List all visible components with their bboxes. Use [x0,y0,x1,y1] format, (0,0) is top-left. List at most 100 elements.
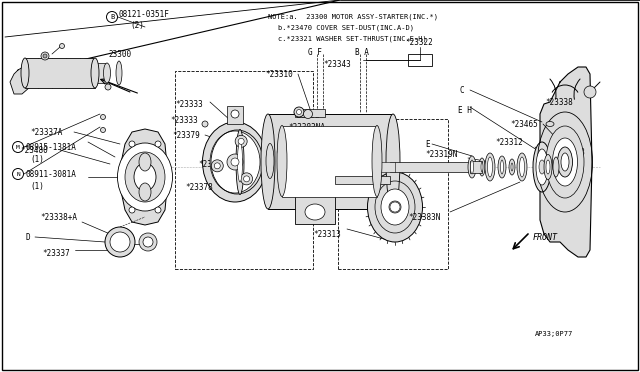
Bar [390,162,470,172]
Bar [295,109,325,117]
Ellipse shape [210,131,260,193]
Ellipse shape [294,107,304,117]
Text: (1): (1) [30,182,44,190]
Text: *23312: *23312 [495,138,523,147]
Ellipse shape [134,163,156,191]
Text: *23343: *23343 [323,60,351,68]
Text: *23337A: *23337A [30,128,62,137]
Ellipse shape [100,128,106,132]
Bar [335,176,390,184]
Circle shape [106,12,118,22]
Text: *23333: *23333 [175,99,203,109]
Bar [25,58,95,88]
Text: *23337: *23337 [42,250,70,259]
Ellipse shape [367,172,422,242]
Ellipse shape [105,227,135,257]
Ellipse shape [533,142,551,192]
Bar [95,63,107,83]
Circle shape [13,141,24,153]
Text: c.*23321 WASHER SET-THRUST(INC.E-H): c.*23321 WASHER SET-THRUST(INC.E-H) [278,36,427,42]
Text: 08911-3081A: 08911-3081A [25,170,76,179]
Ellipse shape [536,149,548,185]
Bar [408,54,432,66]
Ellipse shape [488,157,493,177]
Ellipse shape [139,233,157,251]
Circle shape [105,84,111,90]
Text: C: C [460,86,465,94]
Text: *23338: *23338 [545,97,573,106]
Text: *23313M: *23313M [310,135,342,144]
Circle shape [227,154,243,170]
Circle shape [307,110,313,116]
Circle shape [211,160,223,172]
Text: B A: B A [355,48,369,57]
Circle shape [231,110,239,118]
Circle shape [60,44,65,48]
Ellipse shape [21,58,29,88]
Ellipse shape [372,125,382,196]
Bar [175,71,313,269]
Text: N: N [16,171,20,176]
Ellipse shape [125,152,165,202]
Circle shape [238,138,244,144]
Text: *23319NA: *23319NA [275,150,312,158]
Ellipse shape [509,159,515,175]
Ellipse shape [561,153,569,171]
Text: *23333: *23333 [170,115,198,125]
Text: *23383NA: *23383NA [288,122,325,131]
Ellipse shape [552,138,577,186]
Ellipse shape [468,156,476,178]
Bar [227,106,243,124]
Circle shape [155,141,161,147]
Circle shape [43,54,47,58]
Ellipse shape [104,63,111,83]
Text: 08915-1381A: 08915-1381A [25,142,76,151]
Text: *23357: *23357 [345,167,372,176]
Ellipse shape [479,158,485,176]
Text: *23310: *23310 [265,70,292,78]
Circle shape [231,158,239,166]
Ellipse shape [237,142,243,182]
Ellipse shape [546,160,550,174]
Ellipse shape [110,232,130,252]
Ellipse shape [553,157,559,177]
Ellipse shape [91,58,99,88]
Ellipse shape [261,114,275,209]
Circle shape [390,202,400,212]
Ellipse shape [481,162,483,172]
Circle shape [235,135,247,147]
Text: FRONT: FRONT [533,232,558,241]
Bar [470,161,482,173]
Circle shape [241,173,253,185]
Text: *23319N: *23319N [425,150,458,158]
Circle shape [214,163,220,169]
Polygon shape [540,67,592,257]
Ellipse shape [546,122,554,126]
Ellipse shape [100,115,106,119]
Circle shape [202,121,208,127]
Text: B: B [110,14,114,20]
Text: *23322: *23322 [405,38,433,46]
Polygon shape [10,64,32,94]
Text: 08121-0351F: 08121-0351F [118,10,169,19]
Text: (1): (1) [30,154,44,164]
Circle shape [155,207,161,213]
Circle shape [584,86,596,98]
Ellipse shape [296,109,301,115]
Bar [295,174,335,224]
Ellipse shape [511,163,513,171]
Ellipse shape [202,122,268,202]
Ellipse shape [389,201,401,213]
Circle shape [129,141,135,147]
Ellipse shape [520,157,525,177]
Text: E H: E H [458,106,472,115]
Bar [282,126,377,197]
Text: *23383N: *23383N [408,212,440,221]
Ellipse shape [557,147,573,177]
Text: G F: G F [308,48,322,57]
Ellipse shape [546,126,584,198]
Ellipse shape [277,125,287,196]
Ellipse shape [236,129,244,195]
Bar [337,162,395,172]
Bar [268,114,393,209]
